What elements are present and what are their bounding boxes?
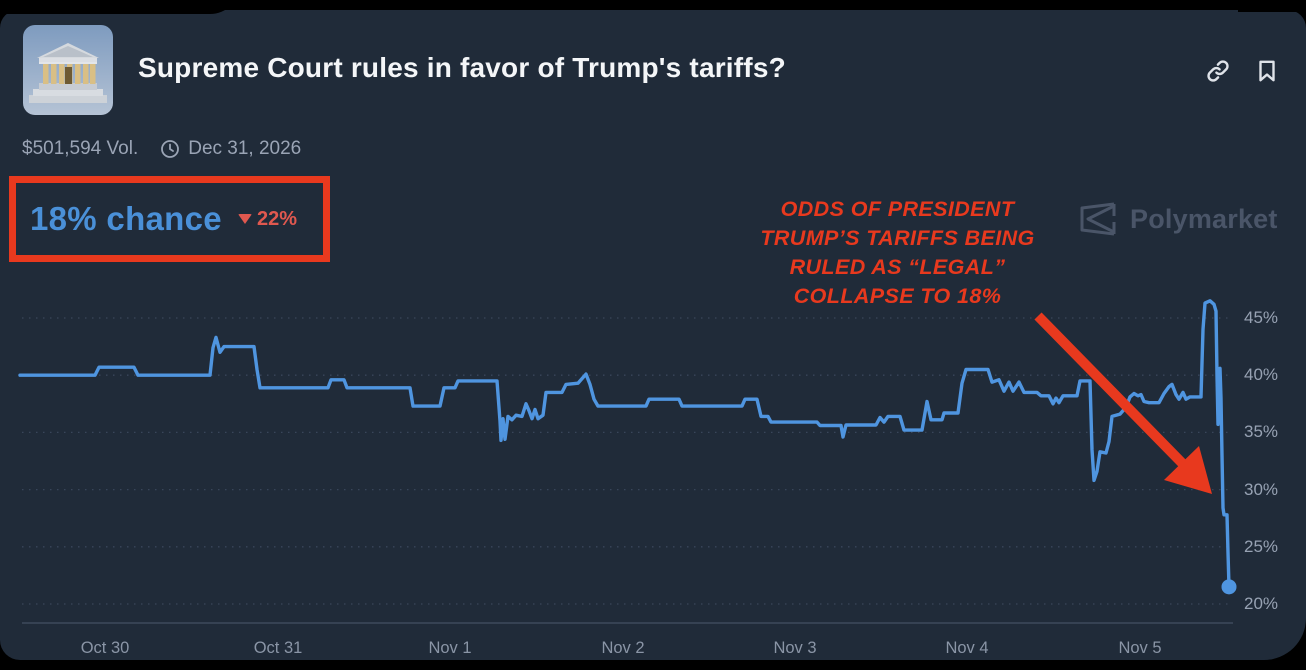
top-left-corner-mask <box>0 0 240 14</box>
price-line <box>18 299 1231 589</box>
chance-change: 22% <box>237 207 297 231</box>
polymarket-watermark: Polymarket <box>1078 202 1278 236</box>
clock-icon <box>161 140 180 158</box>
annotation-line: COLLAPSE TO 18% <box>793 284 1002 308</box>
market-title: Supreme Court rules in favor of Trump's … <box>138 52 786 83</box>
annotation-line: ODDS OF PRESIDENT <box>780 197 1015 221</box>
annotation-line: RULED AS “LEGAL” <box>789 255 1006 279</box>
end-date-text: Dec 31, 2026 <box>188 138 302 159</box>
market-meta: $501,594 Vol. Dec 31, 2026 <box>22 138 301 160</box>
chance-value: 18% chance <box>30 200 222 237</box>
annotation-arrow <box>1034 312 1212 494</box>
price-chart[interactable] <box>0 10 1306 660</box>
latest-price-dot <box>1221 579 1237 595</box>
volume-text: $501,594 Vol. <box>22 138 139 159</box>
annotation-highlight-box: 18% chance 22% <box>9 176 330 262</box>
annotation-line: TRUMP’S TARIFFS BEING <box>760 226 1035 250</box>
down-arrow-icon <box>237 214 252 224</box>
polymarket-logo-icon <box>1080 202 1116 236</box>
annotation-overlay <box>1034 312 1212 494</box>
link-icon[interactable] <box>1205 58 1231 84</box>
polymarket-wordmark: Polymarket <box>1130 203 1278 234</box>
supreme-court-illustration <box>23 25 113 115</box>
market-card: Supreme Court rules in favor of Trump's … <box>0 10 1306 660</box>
supreme-court-building-photo <box>23 25 113 115</box>
bookmark-icon[interactable] <box>1254 58 1280 84</box>
change-percent: 22% <box>256 207 297 230</box>
top-right-corner-mask <box>1238 0 1306 12</box>
annotation-text: ODDS OF PRESIDENT TRUMP’S TARIFFS BEING … <box>690 195 1105 311</box>
